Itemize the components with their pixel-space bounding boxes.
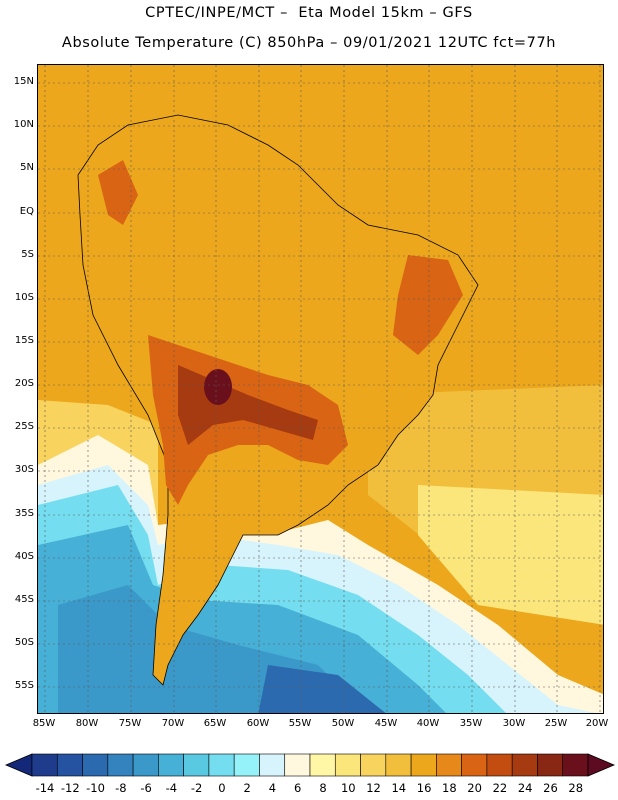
colorbar-swatch bbox=[208, 753, 235, 777]
colorbar-label: 16 bbox=[416, 781, 432, 795]
colorbar-swatch bbox=[158, 753, 184, 777]
lon-label: 50W bbox=[331, 718, 355, 729]
hottest-spot bbox=[204, 369, 232, 405]
lon-label: 70W bbox=[161, 718, 185, 729]
colorbar-swatch bbox=[486, 753, 513, 777]
lat-label: 5S bbox=[21, 249, 34, 260]
map-field bbox=[38, 65, 603, 713]
lat-label: 10S bbox=[14, 292, 34, 303]
lon-label: 75W bbox=[118, 718, 142, 729]
colorbar-label: 18 bbox=[442, 781, 457, 795]
colorbar-label: 22 bbox=[492, 781, 508, 795]
colorbar-label: -4 bbox=[165, 781, 178, 795]
colorbar-swatch bbox=[233, 753, 260, 777]
colorbar-over-arrow bbox=[587, 753, 616, 777]
colorbar-label: 0 bbox=[218, 781, 226, 795]
colorbar-swatch bbox=[82, 753, 109, 777]
colorbar-swatch bbox=[436, 753, 462, 777]
colorbar-swatch bbox=[334, 753, 361, 777]
lat-label: 50S bbox=[14, 637, 34, 648]
colorbar-swatch bbox=[56, 753, 83, 777]
colorbar-label: 24 bbox=[517, 781, 533, 795]
hot-northwest-patch bbox=[98, 160, 138, 225]
colorbar-under-arrow bbox=[4, 753, 33, 777]
colorbar-label: 4 bbox=[268, 781, 277, 795]
lat-label: 45S bbox=[14, 594, 34, 605]
colorbar-label: -6 bbox=[140, 781, 152, 795]
colorbar-swatch bbox=[183, 753, 210, 777]
lon-label: 55W bbox=[288, 718, 312, 729]
colorbar-swatch bbox=[259, 753, 286, 777]
colorbar-label: 26 bbox=[543, 781, 558, 795]
colorbar-swatch bbox=[385, 753, 412, 777]
colorbar-swatch bbox=[461, 753, 488, 777]
lon-label: 20W bbox=[585, 718, 609, 729]
lat-label: EQ bbox=[19, 206, 34, 217]
lat-label: 20S bbox=[14, 378, 34, 389]
colorbar-swatch bbox=[410, 753, 437, 777]
colorbar-label: 10 bbox=[340, 781, 356, 795]
colorbar-label: 12 bbox=[366, 781, 381, 795]
colorbar-swatch bbox=[309, 753, 336, 777]
colorbar-swatch bbox=[284, 753, 311, 777]
colorbar-label: 20 bbox=[467, 781, 482, 795]
lon-label: 80W bbox=[75, 718, 99, 729]
lon-label: 65W bbox=[203, 718, 227, 729]
map-title-line1: CPTEC/INPE/MCT – Eta Model 15km – GFS bbox=[145, 5, 473, 21]
lat-label: 40S bbox=[14, 551, 34, 562]
lat-label: 55S bbox=[14, 680, 34, 691]
colorbar-swatch bbox=[132, 753, 159, 777]
colorbar-label: 28 bbox=[568, 781, 584, 795]
temperature-map bbox=[37, 64, 604, 714]
colorbar-label: -14 bbox=[35, 781, 55, 795]
lon-label: 35W bbox=[459, 718, 483, 729]
lon-label: 40W bbox=[416, 718, 440, 729]
colorbar-label: -8 bbox=[115, 781, 127, 795]
colorbar-swatch bbox=[537, 753, 564, 777]
colorbar-label: -12 bbox=[60, 781, 80, 795]
lon-label: 60W bbox=[246, 718, 270, 729]
colorbar-label: 14 bbox=[391, 781, 407, 795]
lat-label: 25S bbox=[14, 421, 34, 432]
cold-core bbox=[258, 665, 386, 713]
colorbar-label: -2 bbox=[190, 781, 203, 795]
colorbar bbox=[4, 753, 616, 777]
colorbar-label: 8 bbox=[319, 781, 327, 795]
lon-label: 30W bbox=[502, 718, 526, 729]
colorbar-swatch bbox=[562, 753, 589, 777]
map-title-line2: Absolute Temperature (C) 850hPa – 09/01/… bbox=[61, 35, 557, 51]
ocean-atlantic-band-2 bbox=[418, 485, 603, 625]
graticule bbox=[38, 65, 603, 713]
hot-northeast-patch bbox=[393, 255, 463, 355]
lat-label: 35S bbox=[14, 508, 34, 519]
lat-label: 30S bbox=[14, 464, 34, 475]
lat-label: 5N bbox=[20, 162, 34, 173]
colorbar-label: 2 bbox=[243, 781, 251, 795]
colorbar-swatch bbox=[107, 753, 134, 777]
colorbar-swatch bbox=[360, 753, 387, 777]
lat-label: 15S bbox=[14, 335, 34, 346]
lon-label: 45W bbox=[374, 718, 398, 729]
lat-label: 10N bbox=[13, 119, 34, 130]
lon-label: 85W bbox=[32, 718, 56, 729]
colorbar-swatch bbox=[511, 753, 538, 777]
colorbar-label: -10 bbox=[86, 781, 105, 795]
lat-label: 15N bbox=[13, 76, 34, 87]
colorbar-label: 6 bbox=[294, 781, 302, 795]
lon-label: 25W bbox=[544, 718, 568, 729]
colorbar-swatch bbox=[31, 753, 58, 777]
